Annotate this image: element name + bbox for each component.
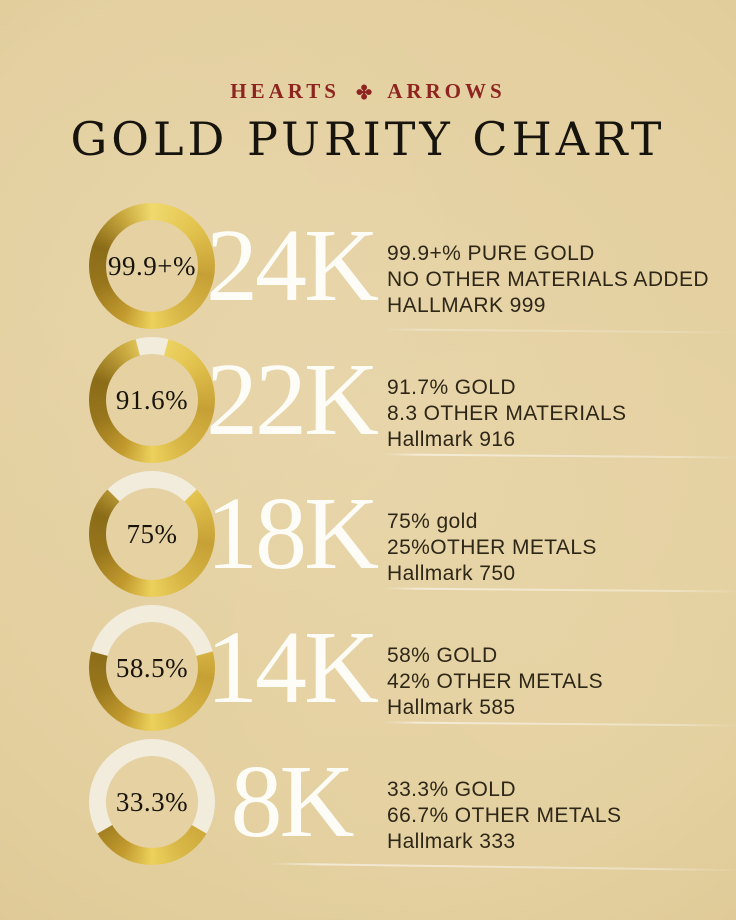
- purity-ring-donut: 33.3%: [89, 739, 215, 866]
- brand-name-right: ARROWS: [387, 79, 506, 103]
- ring-center: 33.3%: [106, 756, 198, 849]
- desc-line-hallmark: Hallmark 750: [387, 562, 516, 586]
- ring-percent-label: 75%: [126, 518, 178, 549]
- karat-row-8k: 33.3% 8K 33.3% GOLD 66.7% OTHER METALS H…: [0, 735, 736, 869]
- purity-ring-donut: 91.6%: [89, 337, 215, 464]
- desc-line-hallmark: Hallmark 916: [387, 428, 516, 452]
- desc-line-hallmark: Hallmark 333: [387, 830, 516, 854]
- desc-line-other: 25%OTHER METALS: [387, 536, 597, 560]
- purity-ring-donut: 99.9+%: [89, 203, 215, 330]
- desc-line-other: 8.3 OTHER MATERIALS: [387, 402, 627, 426]
- ring-center: 99.9+%: [106, 220, 198, 313]
- desc-line-other: 42% OTHER METALS: [387, 670, 604, 694]
- desc-line-gold: 99.9+% PURE GOLD: [387, 242, 595, 266]
- karat-description: 58% GOLD 42% OTHER METALS Hallmark 585: [387, 643, 603, 721]
- karat-row-18k: 75% 18K 75% gold 25%OTHER METALS Hallmar…: [0, 467, 736, 601]
- quatrefoil-icon: ✤: [356, 83, 373, 104]
- karat-row-22k: 91.6% 22K 91.7% GOLD 8.3 OTHER MATERIALS…: [0, 333, 736, 467]
- brand: HEARTS ✤ ARROWS: [0, 0, 736, 105]
- karat-row-14k: 58.5% 14K 58% GOLD 42% OTHER METALS Hall…: [0, 601, 736, 735]
- header: HEARTS ✤ ARROWS GOLD PURITY CHART: [0, 0, 736, 167]
- ring-center: 58.5%: [106, 622, 198, 715]
- desc-line-gold: 91.7% GOLD: [387, 376, 516, 400]
- desc-line-gold: 75% gold: [387, 510, 478, 534]
- page-title: GOLD PURITY CHART: [70, 112, 666, 166]
- desc-line-gold: 33.3% GOLD: [387, 778, 516, 802]
- ring-center: 91.6%: [106, 354, 198, 447]
- desc-line-other: 66.7% OTHER METALS: [387, 804, 622, 828]
- brand-name-left: HEARTS: [230, 79, 340, 103]
- desc-line-hallmark: Hallmark 585: [387, 696, 516, 720]
- desc-line-gold: 58% GOLD: [387, 644, 498, 668]
- karat-description: 33.3% GOLD 66.7% OTHER METALS Hallmark 3…: [387, 777, 621, 855]
- karat-description: 91.7% GOLD 8.3 OTHER MATERIALS Hallmark …: [387, 375, 626, 453]
- karat-row-24k: 99.9+% 24K 99.9+% PURE GOLD NO OTHER MAT…: [0, 199, 736, 333]
- karat-description: 99.9+% PURE GOLD NO OTHER MATERIALS ADDE…: [387, 241, 709, 319]
- ring-percent-label: 91.6%: [115, 384, 189, 415]
- karat-label: 18K: [205, 476, 379, 592]
- karat-label: 8K: [230, 744, 354, 860]
- karat-rows: 99.9+% 24K 99.9+% PURE GOLD NO OTHER MAT…: [0, 199, 736, 869]
- ring-percent-label: 99.9+%: [108, 250, 196, 281]
- karat-label: 14K: [205, 610, 379, 726]
- ring-center: 75%: [106, 488, 198, 581]
- ring-percent-label: 58.5%: [115, 652, 189, 683]
- karat-label: 22K: [205, 342, 379, 458]
- karat-label: 24K: [205, 208, 379, 324]
- ring-percent-label: 33.3%: [115, 786, 189, 817]
- purity-ring-donut: 75%: [89, 471, 215, 598]
- desc-line-other: NO OTHER MATERIALS ADDED: [387, 268, 709, 292]
- karat-description: 75% gold 25%OTHER METALS Hallmark 750: [387, 509, 597, 587]
- desc-line-hallmark: HALLMARK 999: [387, 294, 546, 318]
- purity-ring-donut: 58.5%: [89, 605, 215, 732]
